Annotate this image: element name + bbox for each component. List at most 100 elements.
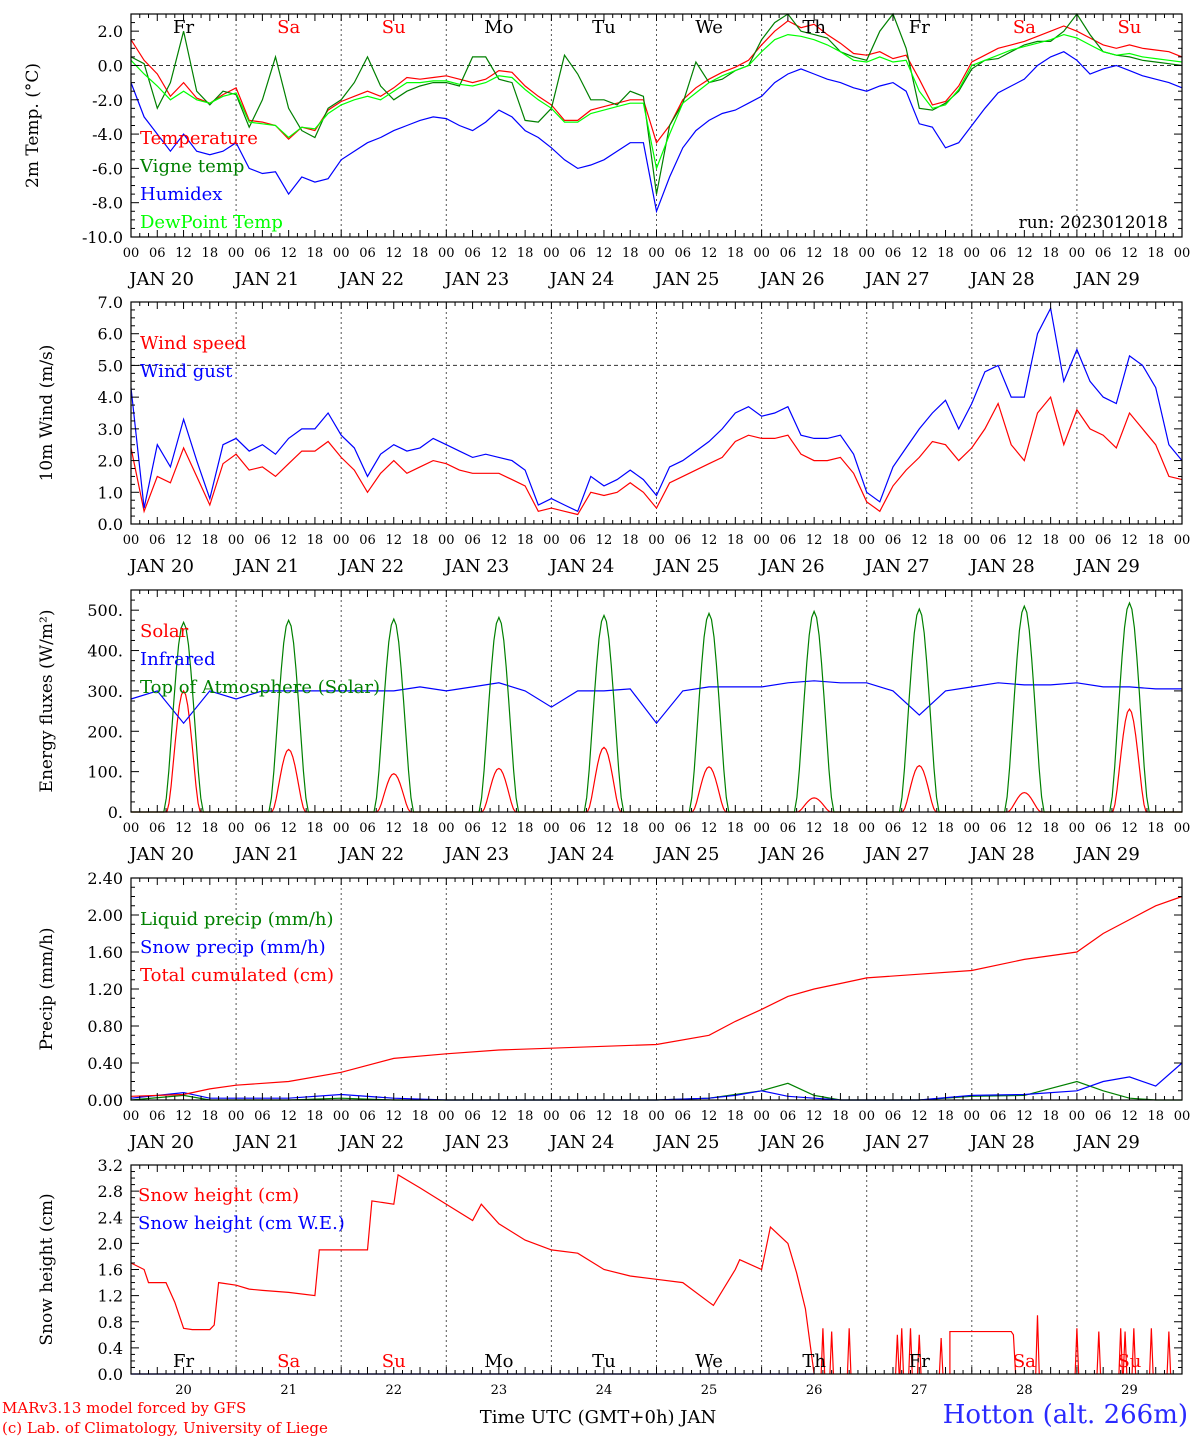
day-label: JAN 21 xyxy=(232,1132,299,1153)
day-label: JAN 29 xyxy=(1073,269,1140,290)
day-label: JAN 20 xyxy=(127,269,194,290)
y-axis-label: Precip (mm/h) xyxy=(37,927,57,1050)
legend-entry: Top of Atmosphere (Solar) xyxy=(140,677,380,698)
hour-label: 00 xyxy=(333,533,350,548)
y-tick-label: 200. xyxy=(87,722,123,741)
hour-label: 18 xyxy=(517,246,534,261)
y-tick-label: 0.0 xyxy=(98,515,123,534)
hour-label: 18 xyxy=(412,246,429,261)
hour-label: 06 xyxy=(675,533,692,548)
hour-label: 06 xyxy=(675,1109,692,1124)
y-tick-label: 1.2 xyxy=(98,1287,123,1306)
hour-label: 12 xyxy=(175,246,192,261)
y-tick-label: 3.2 xyxy=(98,1156,123,1175)
hour-label: 00 xyxy=(333,821,350,836)
y-tick-label: -10.0 xyxy=(82,228,123,247)
day-label: JAN 21 xyxy=(232,844,299,865)
legend-entry: Infrared xyxy=(140,649,215,670)
hour-label: 00 xyxy=(228,246,245,261)
y-tick-label: -6.0 xyxy=(92,159,123,178)
hour-label: 12 xyxy=(806,246,823,261)
legend-entry: Total cumulated (cm) xyxy=(140,965,334,986)
hour-label: 18 xyxy=(412,1109,429,1124)
hour-label: 18 xyxy=(1042,821,1059,836)
day-label: JAN 29 xyxy=(1073,556,1140,577)
hour-label: 12 xyxy=(1121,246,1138,261)
day-label: JAN 22 xyxy=(338,1132,405,1153)
hour-label: 12 xyxy=(280,533,297,548)
weekday-label: Sa xyxy=(277,17,300,38)
run-annotation: run: 2023012018 xyxy=(1019,213,1168,233)
hour-label: 06 xyxy=(780,1109,797,1124)
hour-label: 00 xyxy=(333,1109,350,1124)
hour-label: 12 xyxy=(806,533,823,548)
snow-spike xyxy=(1122,1331,1128,1375)
day-label: JAN 25 xyxy=(653,844,720,865)
hour-label: 06 xyxy=(885,533,902,548)
day-label: JAN 25 xyxy=(653,269,720,290)
hour-label: 06 xyxy=(990,246,1007,261)
series-line xyxy=(130,51,1183,214)
hour-label: 18 xyxy=(307,533,324,548)
legend-entry: Liquid precip (mm/h) xyxy=(140,909,334,930)
hour-label: 12 xyxy=(385,821,402,836)
day-label: JAN 25 xyxy=(653,1132,720,1153)
hour-label: 00 xyxy=(1174,246,1191,261)
hour-label: 12 xyxy=(596,246,613,261)
y-tick-label: 0. xyxy=(108,803,123,822)
snow-spike xyxy=(895,1334,900,1375)
hour-label: 00 xyxy=(964,821,981,836)
weekday-label: Tu xyxy=(592,1351,616,1372)
day-label: JAN 20 xyxy=(127,556,194,577)
weekday-label: Mo xyxy=(484,1351,513,1372)
day-label: JAN 24 xyxy=(548,1132,615,1153)
day-label: JAN 26 xyxy=(758,556,825,577)
hour-label: 06 xyxy=(569,246,586,261)
day-label: JAN 28 xyxy=(968,844,1035,865)
weekday-label: Tu xyxy=(592,17,616,38)
hour-label: 18 xyxy=(307,246,324,261)
weekday-label: We xyxy=(695,17,723,38)
hour-label: 18 xyxy=(727,1109,744,1124)
day-label: JAN 22 xyxy=(338,844,405,865)
day-number-label: 21 xyxy=(280,1383,297,1398)
hour-label: 12 xyxy=(1121,1109,1138,1124)
hour-label: 18 xyxy=(622,821,639,836)
hour-label: 18 xyxy=(832,821,849,836)
hour-label: 12 xyxy=(596,533,613,548)
y-tick-label: 3.0 xyxy=(98,420,123,439)
day-label: JAN 23 xyxy=(443,844,510,865)
hour-label: 12 xyxy=(1016,1109,1033,1124)
hour-label: 06 xyxy=(1095,533,1112,548)
hour-label: 06 xyxy=(359,533,376,548)
hour-label: 06 xyxy=(569,821,586,836)
legend-entry: Vigne temp xyxy=(139,156,244,177)
legend-entry: Wind gust xyxy=(140,361,233,382)
day-label: JAN 29 xyxy=(1073,844,1140,865)
weekday-label: We xyxy=(695,1351,723,1372)
snow-spike xyxy=(1074,1328,1080,1375)
y-tick-label: 5.0 xyxy=(98,356,123,375)
hour-label: 18 xyxy=(412,821,429,836)
y-tick-label: 2.40 xyxy=(87,869,123,888)
weekday-label: Sa xyxy=(1013,17,1036,38)
hour-label: 12 xyxy=(911,533,928,548)
hour-label: 06 xyxy=(149,821,166,836)
day-label: JAN 27 xyxy=(863,1132,930,1153)
day-number-label: 20 xyxy=(175,1383,192,1398)
hour-label: 00 xyxy=(543,1109,560,1124)
hour-label: 00 xyxy=(228,1109,245,1124)
day-label: JAN 28 xyxy=(968,556,1035,577)
y-tick-label: 0.80 xyxy=(87,1017,123,1036)
hour-label: 12 xyxy=(1121,821,1138,836)
day-number-label: 29 xyxy=(1121,1383,1138,1398)
hour-label: 12 xyxy=(806,821,823,836)
hour-label: 06 xyxy=(780,821,797,836)
y-tick-label: 2.00 xyxy=(87,906,123,925)
hour-label: 06 xyxy=(464,533,481,548)
y-tick-label: 4.0 xyxy=(98,388,123,407)
day-number-label: 25 xyxy=(701,1383,718,1398)
hour-label: 00 xyxy=(858,246,875,261)
hour-label: 00 xyxy=(438,821,455,836)
